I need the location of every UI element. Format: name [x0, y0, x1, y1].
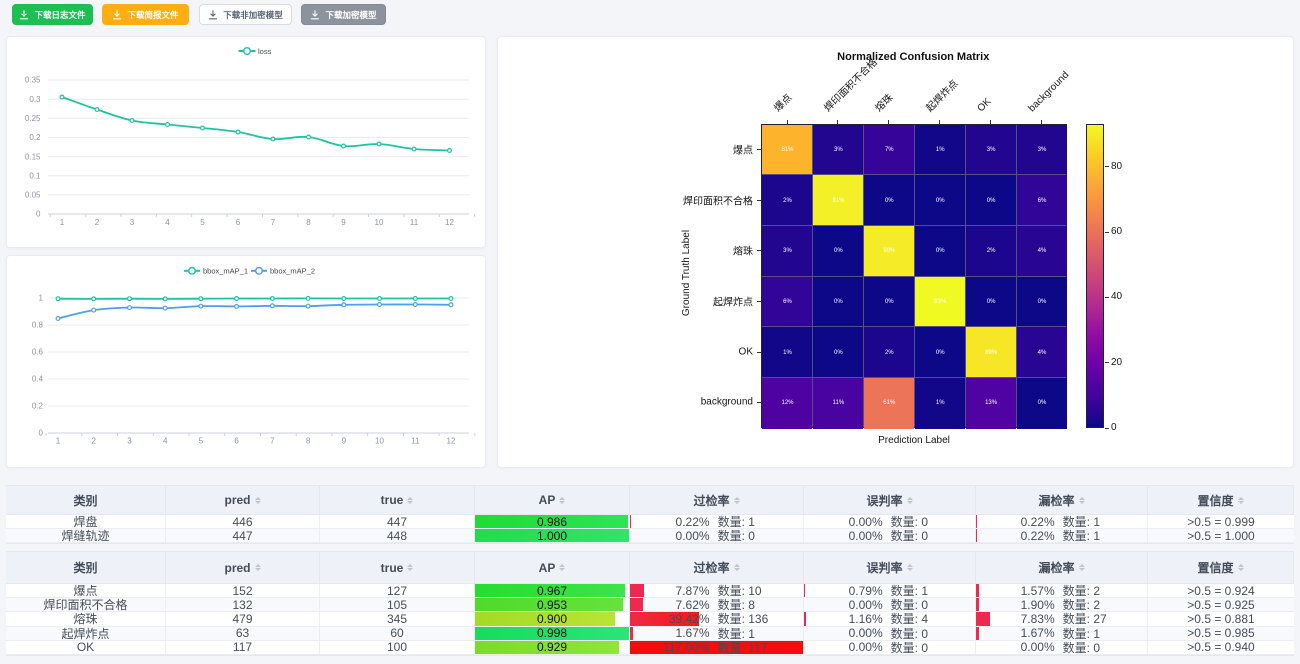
- svg-text:1: 1: [60, 218, 65, 227]
- svg-text:5: 5: [199, 437, 204, 446]
- svg-text:3: 3: [130, 218, 135, 227]
- svg-text:0.05: 0.05: [25, 191, 41, 200]
- svg-text:0.4: 0.4: [32, 375, 44, 384]
- svg-text:0.6: 0.6: [32, 348, 44, 357]
- svg-text:0.2: 0.2: [29, 133, 41, 142]
- svg-text:11: 11: [410, 218, 419, 227]
- svg-text:8: 8: [306, 218, 311, 227]
- svg-text:bbox_mAP_2: bbox_mAP_2: [270, 267, 315, 276]
- svg-text:6: 6: [236, 218, 241, 227]
- svg-text:8: 8: [306, 437, 311, 446]
- svg-text:12: 12: [445, 218, 454, 227]
- svg-text:12: 12: [447, 437, 456, 446]
- svg-text:0.1: 0.1: [29, 172, 41, 181]
- svg-text:1: 1: [56, 437, 61, 446]
- svg-text:3: 3: [127, 437, 132, 446]
- svg-text:9: 9: [341, 218, 346, 227]
- svg-text:9: 9: [342, 437, 347, 446]
- svg-text:0.2: 0.2: [32, 402, 44, 411]
- svg-text:0.3: 0.3: [29, 95, 41, 104]
- svg-text:1: 1: [39, 294, 44, 303]
- svg-text:2: 2: [95, 218, 100, 227]
- svg-text:0.35: 0.35: [25, 76, 41, 85]
- svg-text:7: 7: [271, 218, 276, 227]
- svg-text:6: 6: [234, 437, 239, 446]
- svg-text:loss: loss: [258, 47, 272, 56]
- svg-text:0.25: 0.25: [25, 114, 41, 123]
- svg-text:11: 11: [411, 437, 420, 446]
- svg-text:0.15: 0.15: [25, 152, 41, 161]
- svg-text:4: 4: [165, 218, 170, 227]
- svg-text:0: 0: [36, 210, 41, 219]
- svg-text:5: 5: [200, 218, 205, 227]
- svg-text:0.8: 0.8: [32, 321, 44, 330]
- svg-text:4: 4: [163, 437, 168, 446]
- svg-text:bbox_mAP_1: bbox_mAP_1: [203, 267, 248, 276]
- svg-text:7: 7: [270, 437, 275, 446]
- svg-text:2: 2: [91, 437, 96, 446]
- svg-text:10: 10: [375, 218, 384, 227]
- svg-text:0: 0: [39, 429, 44, 438]
- svg-text:10: 10: [375, 437, 384, 446]
